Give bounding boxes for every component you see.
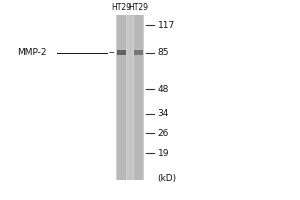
- Bar: [134, 15, 143, 180]
- Bar: [127, 15, 133, 180]
- Text: (kD): (kD): [158, 174, 177, 183]
- Bar: [116, 15, 144, 180]
- Text: 34: 34: [158, 109, 169, 118]
- Text: HT29: HT29: [128, 3, 148, 12]
- Text: MMP-2: MMP-2: [17, 48, 46, 57]
- Text: HT29: HT29: [111, 3, 131, 12]
- Text: 85: 85: [158, 48, 169, 57]
- Text: 26: 26: [158, 129, 169, 138]
- Bar: [117, 15, 126, 180]
- Bar: [117, 50, 126, 55]
- Text: 19: 19: [158, 149, 169, 158]
- Text: 117: 117: [158, 21, 175, 30]
- Text: 48: 48: [158, 85, 169, 94]
- Bar: [134, 50, 143, 55]
- Text: --: --: [108, 48, 115, 57]
